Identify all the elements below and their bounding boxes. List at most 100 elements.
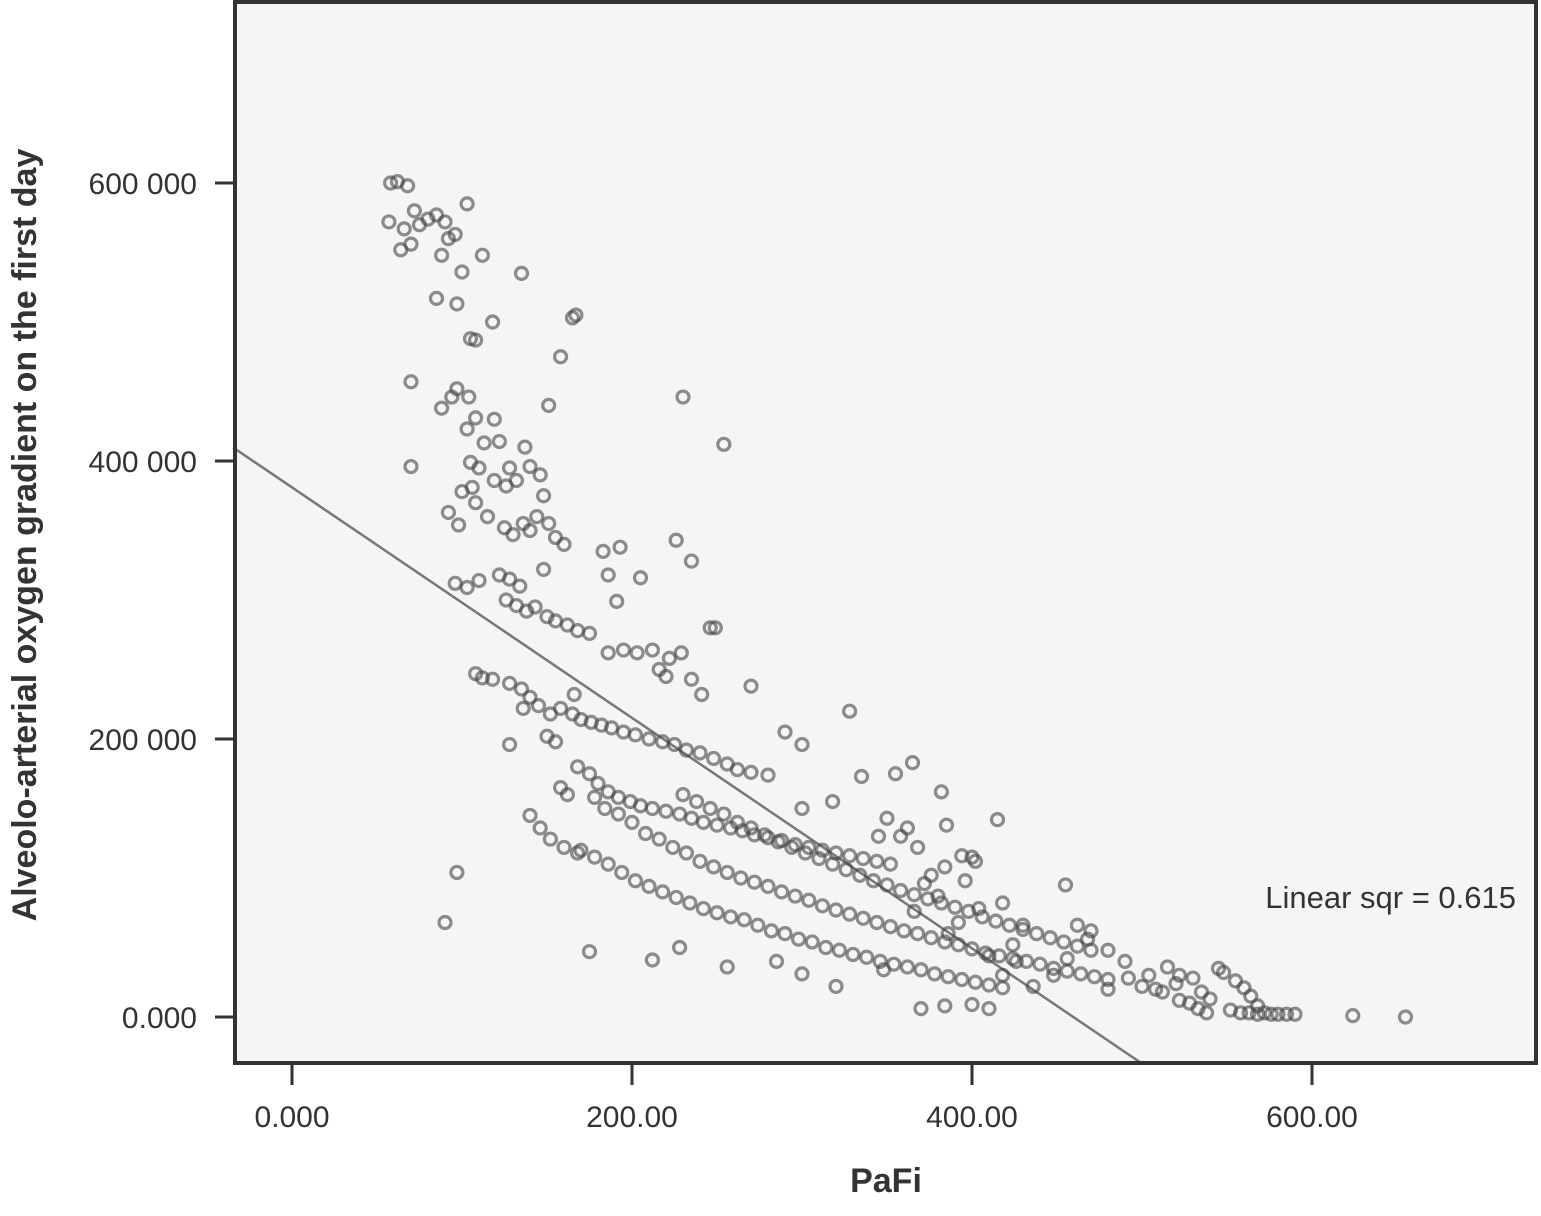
x-tick-label: 200.00 (586, 1101, 678, 1134)
data-point (459, 421, 475, 437)
data-point (568, 307, 584, 323)
data-point (673, 645, 689, 661)
data-point (1241, 1005, 1257, 1021)
data-point (971, 900, 987, 917)
data-point (707, 620, 723, 636)
data-point (940, 925, 956, 942)
data-point (532, 820, 548, 836)
data-point (1100, 942, 1116, 958)
data-point (722, 909, 739, 925)
plot-frame (233, 0, 1538, 1065)
data-point (852, 867, 868, 883)
data-point (933, 784, 950, 800)
data-point (981, 1001, 997, 1017)
data-point (790, 931, 807, 947)
data-point (612, 539, 628, 555)
data-point (627, 873, 644, 889)
data-point (869, 853, 885, 869)
data-point (614, 864, 630, 881)
data-point (597, 800, 613, 817)
data-point (763, 923, 780, 939)
data-point (609, 593, 625, 609)
data-point (787, 888, 803, 904)
data-point (930, 888, 946, 904)
data-point (896, 923, 912, 939)
data-point (449, 864, 465, 881)
data-point (824, 793, 841, 810)
data-point (486, 472, 502, 489)
data-point (675, 786, 691, 803)
data-point (904, 755, 921, 771)
data-point (716, 436, 732, 452)
data-point (777, 724, 793, 740)
data-point (1202, 991, 1218, 1007)
data-point (644, 952, 661, 968)
data-point (913, 1001, 929, 1017)
data-point (434, 400, 450, 416)
data-point (461, 389, 477, 405)
data-point (797, 845, 814, 861)
data-point (906, 903, 922, 919)
data-point (950, 937, 967, 953)
data-point (719, 959, 735, 975)
data-point (1287, 1006, 1303, 1022)
data-point (666, 736, 683, 753)
data-point (464, 479, 480, 496)
data-point (675, 389, 691, 405)
y-tick-label: 0.000 (122, 1002, 197, 1035)
data-point (1168, 976, 1184, 992)
y-axis-label: Alveolo-arterial oxygen gradient on the … (6, 149, 44, 922)
data-point (637, 825, 654, 842)
data-point (989, 812, 1006, 828)
data-point (542, 831, 559, 847)
data-point (1079, 931, 1096, 947)
data-point (794, 736, 810, 753)
data-point (552, 349, 569, 365)
data-point (964, 941, 980, 957)
y-axis: 0.000 200 000 400 000 600 000 (89, 168, 235, 1035)
data-point (502, 736, 518, 753)
data-point (841, 848, 858, 864)
data-point (760, 767, 776, 783)
data-point (1141, 967, 1157, 983)
data-point (954, 971, 970, 988)
data-point (668, 532, 684, 548)
data-point (627, 727, 644, 743)
x-tick-label: 600.00 (1266, 1101, 1358, 1134)
data-point (1117, 953, 1133, 970)
data-point (600, 567, 616, 583)
data-point (629, 645, 645, 661)
data-point (400, 178, 416, 194)
data-point (1100, 981, 1116, 997)
data-point (559, 786, 576, 803)
data-point (882, 919, 899, 935)
data-point (954, 848, 970, 864)
data-point (468, 495, 484, 511)
data-point (702, 620, 718, 636)
data-point (479, 508, 496, 525)
data-point (474, 247, 490, 263)
data-point (541, 397, 557, 413)
data-point (967, 974, 984, 990)
data-point (694, 686, 710, 703)
data-point (887, 766, 904, 782)
y-tick-label: 400 000 (89, 446, 197, 479)
data-point (449, 381, 465, 397)
data-point (581, 766, 598, 782)
y-tick-label: 600 000 (89, 168, 197, 201)
data-point (865, 873, 882, 889)
data-point (909, 839, 926, 856)
data-point (644, 642, 661, 658)
data-point (940, 969, 956, 985)
data-point (610, 806, 627, 822)
data-point (746, 874, 763, 890)
data-point (923, 930, 939, 946)
data-point (1015, 917, 1031, 933)
data-point (683, 671, 700, 687)
data-point (811, 850, 827, 867)
data-point (899, 820, 916, 836)
data-point (845, 946, 861, 963)
data-point (828, 902, 844, 918)
data-point (1397, 1009, 1414, 1025)
